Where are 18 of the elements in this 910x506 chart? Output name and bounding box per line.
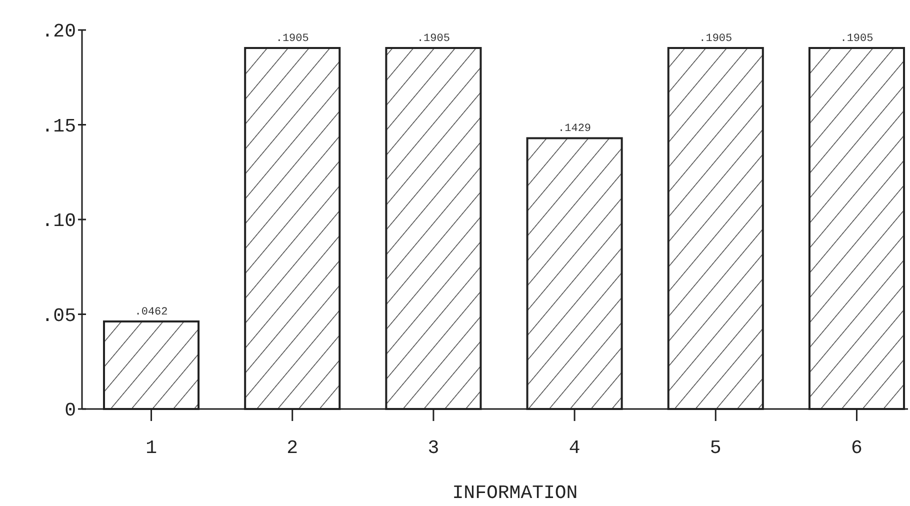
- data-label: .1905: [416, 33, 450, 45]
- y-tick-label: 0: [64, 400, 76, 422]
- x-tick-label: 6: [851, 437, 862, 459]
- x-tick-label: 5: [710, 437, 722, 459]
- y-tick-label: .15: [42, 115, 76, 138]
- data-label: .1905: [699, 33, 732, 45]
- y-tick-label: .10: [42, 210, 76, 232]
- x-tick-label: 4: [568, 437, 580, 459]
- data-label: .1905: [276, 33, 309, 45]
- data-label: .1905: [840, 33, 874, 45]
- data-label: .1429: [558, 123, 592, 136]
- y-tick-label: .20: [42, 20, 76, 43]
- x-axis-title: INFORMATION: [452, 482, 578, 504]
- y-tick-label: .05: [42, 304, 76, 327]
- data-label: .0462: [134, 306, 168, 318]
- x-tick-label: 3: [428, 437, 440, 459]
- x-tick-label: 1: [146, 437, 157, 459]
- x-tick-label: 2: [286, 437, 298, 459]
